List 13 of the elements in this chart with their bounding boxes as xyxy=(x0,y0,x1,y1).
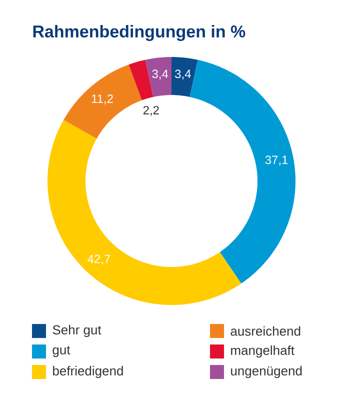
chart-title: Rahmenbedingungen in % xyxy=(33,25,246,41)
legend-label: mangelhaft xyxy=(231,345,294,358)
legend-label: ungenügend xyxy=(231,366,302,378)
data-label: 3,4 xyxy=(175,70,191,80)
data-label: 3,4 xyxy=(152,70,168,80)
legend-label: befriedigend xyxy=(53,366,123,378)
legend-label: ausreichend xyxy=(230,326,300,336)
data-label: 2,2 xyxy=(143,106,159,116)
data-label: 37,1 xyxy=(265,156,288,166)
legend-label: Sehr gut xyxy=(52,324,102,338)
data-label: 11,2 xyxy=(92,94,113,104)
data-label: 42,7 xyxy=(88,254,110,265)
legend-label: gut xyxy=(52,346,70,358)
